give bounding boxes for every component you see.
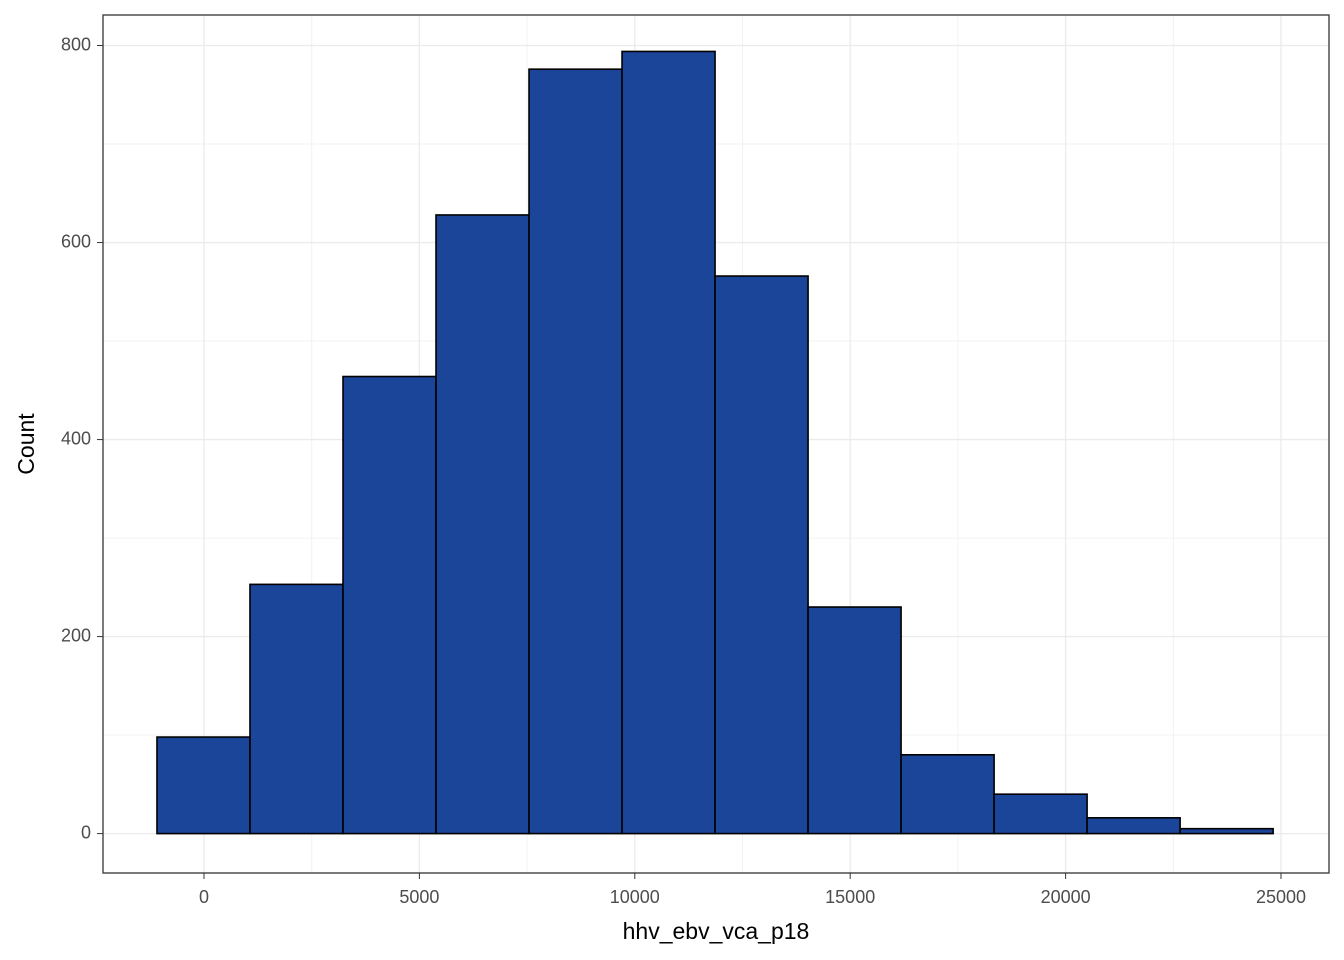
x-tick-label: 20000: [1041, 887, 1091, 907]
bar: [342, 375, 437, 835]
bar: [621, 50, 716, 835]
x-tick-label: 15000: [825, 887, 875, 907]
bar: [435, 214, 530, 835]
bar: [249, 583, 344, 835]
x-axis-title: hhv_ebv_vca_p18: [623, 918, 810, 944]
y-tick-label: 600: [61, 231, 91, 251]
bar: [993, 793, 1088, 835]
plot-border: [102, 14, 1330, 874]
bar: [528, 68, 623, 835]
bar: [1086, 817, 1181, 835]
x-tick-label: 25000: [1256, 887, 1306, 907]
y-tick-label: 400: [61, 428, 91, 448]
y-tick-label: 800: [61, 34, 91, 54]
bar: [900, 753, 995, 835]
y-tick-label: 0: [81, 822, 91, 842]
bar: [156, 736, 251, 835]
bar: [807, 606, 902, 835]
x-tick-label: 5000: [399, 887, 439, 907]
bar: [1179, 827, 1274, 835]
bar: [714, 275, 809, 835]
y-tick-label: 200: [61, 625, 91, 645]
y-axis-title: Count: [13, 413, 39, 475]
x-tick-label: 0: [199, 887, 209, 907]
x-tick-label: 10000: [610, 887, 660, 907]
